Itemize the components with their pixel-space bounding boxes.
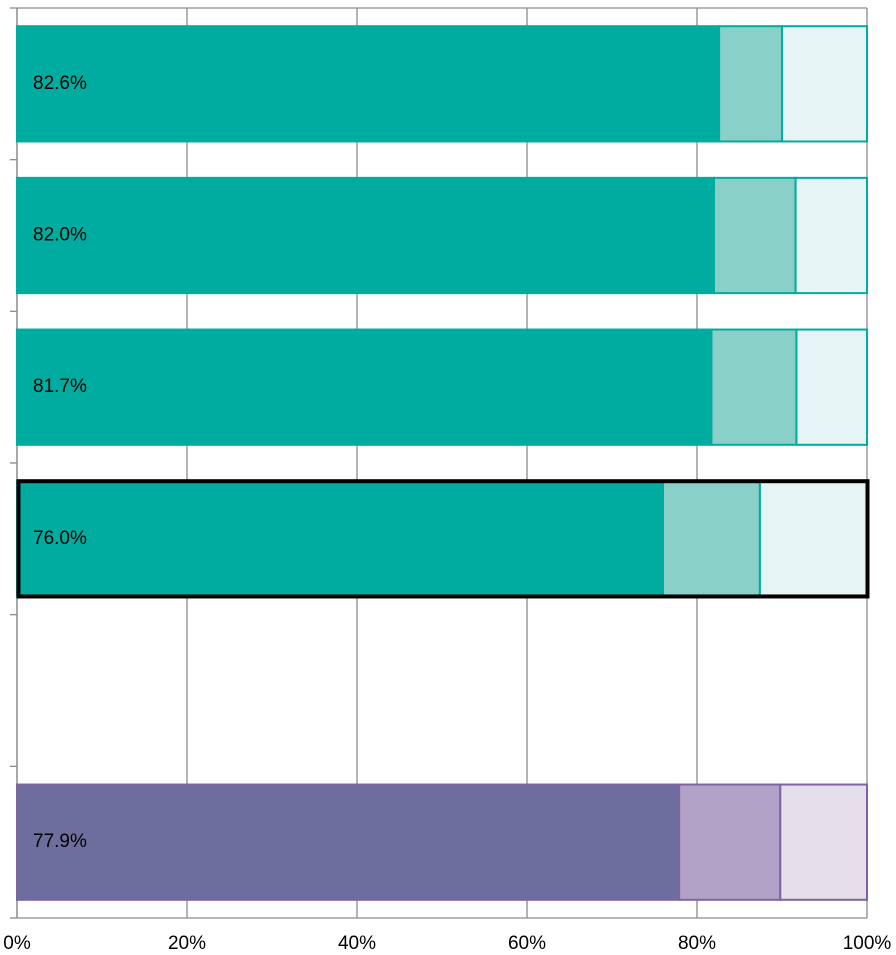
bar-segment	[16, 328, 713, 446]
data-label: 76.0%	[33, 528, 87, 549]
bar-segment	[781, 25, 868, 143]
data-label: 82.6%	[33, 73, 87, 94]
bar-segment	[710, 328, 798, 446]
bar-segment	[718, 25, 783, 143]
x-tick-label: 60%	[508, 933, 546, 954]
bar-segment	[16, 176, 715, 295]
highlight-frame	[16, 479, 870, 599]
data-label: 81.7%	[33, 376, 87, 397]
x-tick-label: 0%	[3, 933, 31, 954]
bar-segment	[794, 176, 868, 295]
bar-segment	[758, 480, 869, 598]
bar-segment	[795, 328, 869, 446]
x-tick-label: 100%	[843, 933, 892, 954]
data-label: 77.9%	[33, 831, 87, 852]
x-tick-label: 40%	[338, 933, 376, 954]
bar-segment	[713, 176, 797, 295]
bar-segment	[16, 25, 721, 143]
data-label: 82.0%	[33, 225, 87, 246]
bar-segment	[16, 783, 681, 901]
bar-segment	[779, 783, 868, 901]
bar-segment	[678, 783, 782, 901]
bar-segment	[16, 480, 664, 598]
x-tick-label: 20%	[168, 933, 206, 954]
x-tick-label: 80%	[678, 933, 716, 954]
bar-segment	[662, 480, 761, 598]
